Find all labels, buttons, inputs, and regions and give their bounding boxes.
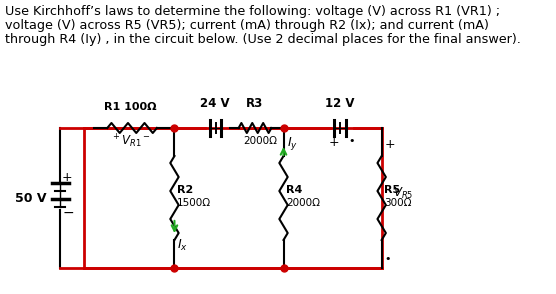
Text: •: • bbox=[348, 136, 355, 146]
Text: 50 V: 50 V bbox=[16, 191, 47, 205]
Text: −: − bbox=[62, 206, 74, 220]
Text: through R4 (Iy) , in the circuit below. (Use 2 decimal places for the final answ: through R4 (Iy) , in the circuit below. … bbox=[5, 33, 521, 46]
Text: +: + bbox=[62, 171, 73, 183]
Text: 12 V: 12 V bbox=[325, 97, 355, 110]
Text: 300Ω: 300Ω bbox=[384, 198, 411, 208]
Text: R3: R3 bbox=[246, 97, 264, 110]
Text: $V_{R5}$: $V_{R5}$ bbox=[394, 186, 414, 201]
Bar bbox=[84, 128, 381, 268]
Text: +: + bbox=[384, 138, 395, 151]
Text: $I_y$: $I_y$ bbox=[287, 135, 298, 152]
Text: +: + bbox=[329, 136, 339, 149]
Text: voltage (V) across R5 (VR5); current (mA) through R2 (Ix); and current (mA): voltage (V) across R5 (VR5); current (mA… bbox=[5, 19, 489, 32]
Text: 1500Ω: 1500Ω bbox=[177, 198, 211, 208]
Text: R5: R5 bbox=[384, 185, 400, 195]
Text: •: • bbox=[384, 254, 391, 264]
Text: Use Kirchhoff’s laws to determine the following: voltage (V) across R1 (VR1) ;: Use Kirchhoff’s laws to determine the fo… bbox=[5, 5, 500, 18]
Text: 2000Ω: 2000Ω bbox=[286, 198, 320, 208]
Text: R4: R4 bbox=[286, 185, 302, 195]
Text: 24 V: 24 V bbox=[200, 97, 230, 110]
Text: 2000Ω: 2000Ω bbox=[243, 136, 277, 146]
Text: R2: R2 bbox=[177, 185, 193, 195]
Text: R1 100Ω: R1 100Ω bbox=[104, 102, 157, 112]
Text: $I_x$: $I_x$ bbox=[177, 238, 188, 253]
Text: $^+V_{R1}$$^-$: $^+V_{R1}$$^-$ bbox=[111, 133, 150, 151]
